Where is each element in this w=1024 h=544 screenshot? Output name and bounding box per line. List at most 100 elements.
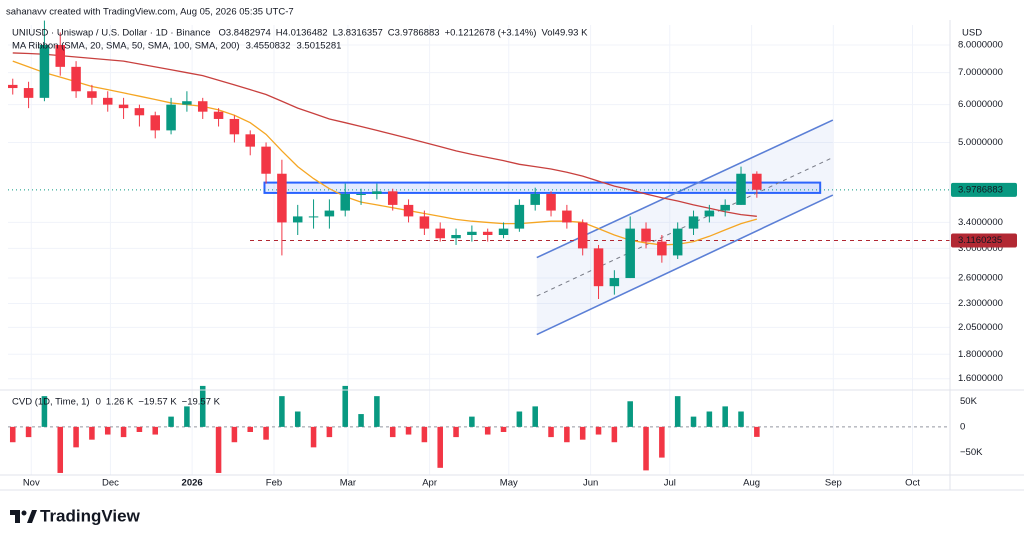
cvd-bar (358, 414, 364, 427)
candle-body (166, 104, 176, 131)
candle-body (451, 234, 461, 239)
candle-body (625, 228, 635, 279)
candle-body (8, 84, 18, 89)
cvd-bar (120, 426, 127, 438)
cvd-bar (469, 416, 475, 427)
grid (8, 25, 950, 475)
candle-body (403, 204, 414, 217)
brand-logo (10, 510, 37, 523)
candle-body (182, 101, 192, 105)
ohlc-value: O3.8482974 (219, 28, 271, 39)
candle-body (213, 111, 224, 119)
y-tick-label: 1.6000000 (958, 373, 1003, 384)
cvd-tick-label: 50K (960, 396, 978, 407)
y-tick-label: 6.0000000 (958, 99, 1003, 110)
cvd-bar (611, 426, 618, 443)
cvd-bar (9, 426, 16, 443)
candle-body (55, 44, 65, 67)
cvd-bar (326, 426, 333, 438)
cvd-bar (690, 416, 697, 427)
candle-body (720, 204, 730, 211)
cvd-bar (25, 426, 32, 438)
indicator-name: MA Ribbon (SMA, 20, SMA, 50, SMA, 100, S… (12, 41, 240, 52)
channel-middle (536, 157, 834, 297)
cvd-bar (89, 426, 95, 440)
x-tick-label: Dec (102, 478, 119, 489)
cvd-legend: CVD (1D, Time, 1) 0 1.26 K −19.57 K −19.57 K (12, 397, 221, 408)
x-tick-label: Mar (340, 478, 356, 489)
candle-body (577, 222, 588, 249)
cvd-bar (342, 385, 348, 427)
ohlc-value: H4.0136482 (276, 28, 328, 39)
candle-body (118, 104, 129, 109)
x-tick-label: Sep (825, 478, 842, 489)
cvd-bar (484, 426, 491, 435)
cvd-bar (104, 426, 111, 435)
cvd-bar (564, 426, 570, 443)
candle-body (71, 66, 81, 92)
cvd-bar (421, 426, 428, 443)
cvd-bar (294, 411, 301, 427)
candle-body (340, 193, 350, 211)
cvd-bar (73, 426, 79, 448)
ma-value: 3.5015281 (297, 41, 342, 52)
ma-value: 3.4550832 (246, 41, 291, 52)
candle-body (134, 108, 145, 116)
cvd-bar (310, 426, 317, 448)
candle-body (498, 228, 509, 235)
y-tick-label: 1.8000000 (958, 349, 1003, 360)
candle-body (245, 134, 255, 147)
plot (8, 20, 950, 473)
cvd-bar (754, 426, 760, 437)
cvd-bar (532, 406, 538, 427)
y-tick-label: 8.0000000 (958, 40, 1003, 51)
candle-body (672, 228, 683, 256)
cvd-value: −19.57 K (182, 397, 221, 408)
x-tick-label: Jun (583, 478, 598, 489)
cvd-bar (437, 426, 443, 468)
candle-body (435, 228, 445, 239)
candle-body (688, 216, 699, 229)
candle-body (292, 216, 303, 223)
candle-body (23, 88, 34, 98)
y-tick-label: 7.0000000 (958, 67, 1003, 78)
cvd-bar (184, 406, 190, 427)
x-tick-label: 2026 (182, 478, 203, 489)
cvd-bar (389, 426, 396, 438)
cvd-value: −19.57 K (138, 397, 177, 408)
cvd-bar (722, 406, 728, 427)
price-tag-label: 3.9786883 (958, 184, 1003, 195)
candle-body (546, 193, 556, 211)
candle-body (482, 231, 493, 235)
cvd-bar (199, 385, 206, 427)
candle-body (87, 91, 97, 98)
candle-body (387, 191, 398, 205)
cvd-value: 1.26 K (106, 397, 134, 408)
cvd-bar (263, 426, 269, 440)
candle-body (102, 97, 113, 105)
cvd-bar (231, 426, 238, 443)
y-tick-label: 5.0000000 (958, 137, 1003, 148)
cvd-bar (136, 426, 143, 432)
candle-body (150, 115, 160, 131)
candle-body (356, 193, 366, 195)
cvd-bar (215, 426, 222, 473)
x-tick-label: Oct (905, 478, 920, 489)
x-tick-label: Nov (23, 478, 40, 489)
price-tag (951, 233, 1017, 248)
x-tick-label: Apr (422, 478, 437, 489)
candle-body (39, 44, 50, 98)
candle-body (419, 216, 430, 229)
cvd-bar (279, 396, 285, 427)
x-tick-label: May (500, 478, 518, 489)
credit: sahanavv created with TradingView.com, A… (6, 7, 294, 18)
cvd-bar (152, 426, 159, 435)
cvd-bar (706, 411, 713, 427)
cvd-bar (659, 426, 665, 458)
brand-name: TradingView (40, 506, 141, 525)
cvd-bar (57, 426, 64, 473)
candle-body (372, 191, 382, 194)
cvd-bar (579, 426, 586, 440)
